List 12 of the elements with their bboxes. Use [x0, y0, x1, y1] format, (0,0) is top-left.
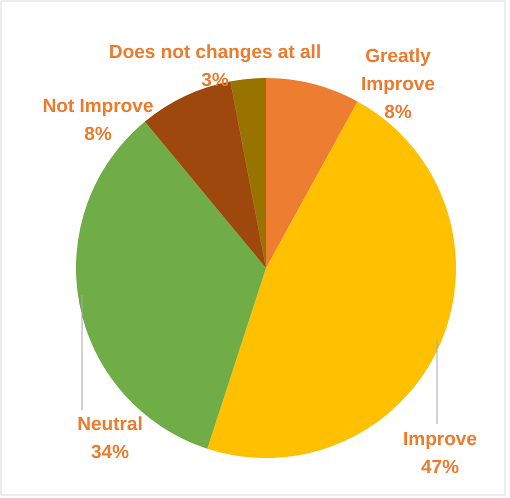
slice-label: Neutral — [77, 414, 143, 435]
data-label: 8% — [84, 124, 112, 145]
data-label: 3% — [201, 70, 229, 91]
data-label: 47% — [420, 457, 460, 478]
slice-label: Does not changes at all — [108, 42, 322, 63]
slice-label: Not Improve — [42, 96, 154, 117]
pie-slice — [266, 78, 358, 268]
data-label: 34% — [90, 442, 130, 463]
pie-slice — [230, 78, 266, 268]
slice-label: Greatly Improve — [361, 46, 435, 95]
slice-label: Improve — [403, 429, 477, 450]
data-label: 8% — [384, 102, 412, 123]
